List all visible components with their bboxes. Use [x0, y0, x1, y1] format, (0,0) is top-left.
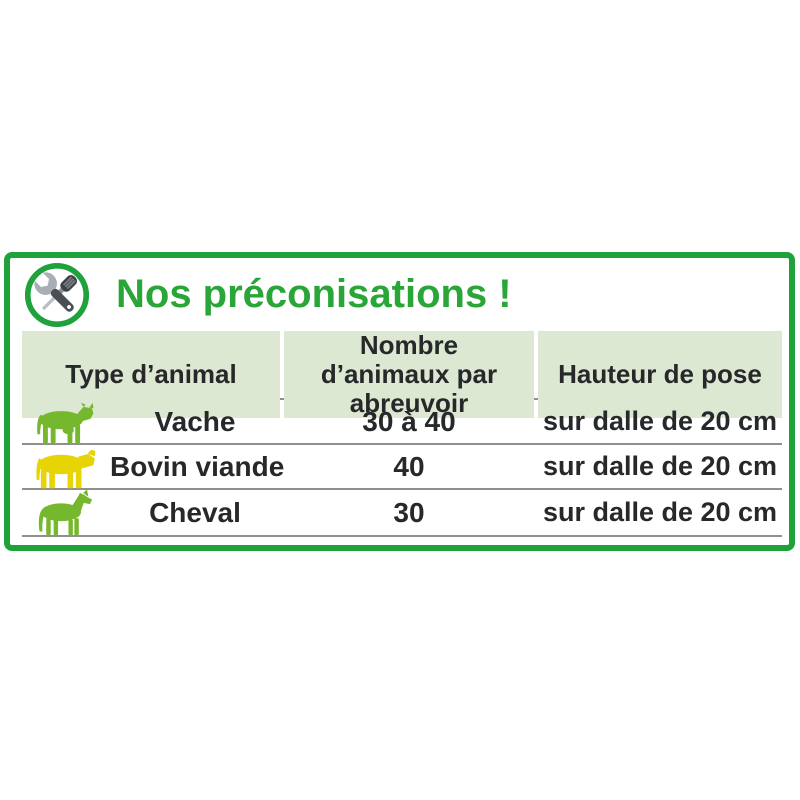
panel-header: Nos préconisations ! [10, 258, 789, 331]
horse-icon [22, 490, 106, 536]
animal-name: Cheval [149, 496, 241, 528]
column-header-count-per-trough: Nombre d’animaux par abreuvoir [284, 330, 534, 419]
column-header-animal-type: Type d’animal [22, 331, 280, 419]
animal-count: 30 à 40 [362, 405, 456, 437]
column-header-install-height: Hauteur de pose [538, 331, 782, 419]
pose-height: sur dalle de 20 cm [542, 406, 778, 436]
animal-name: Vache [154, 405, 236, 437]
table-header-row: Type d’animal Nombre d’animaux par abreu… [22, 330, 782, 419]
tools-icon [24, 262, 90, 327]
table-row-cheval: Cheval 30 sur dalle de 20 cm [22, 490, 782, 537]
animal-count: 30 [393, 496, 425, 528]
bull-icon [22, 445, 106, 489]
table-row-bovin-viande: Bovin viande 40 sur dalle de 20 cm [22, 445, 782, 490]
cow-icon [22, 400, 106, 444]
wrench-icon [34, 271, 74, 312]
animal-name: Bovin viande [110, 450, 285, 482]
recommendations-table: Type d’animal Nombre d’animaux par abreu… [22, 330, 782, 537]
pose-height: sur dalle de 20 cm [542, 497, 778, 527]
pose-height: sur dalle de 20 cm [542, 451, 778, 481]
animal-count: 40 [393, 450, 425, 482]
page-title: Nos préconisations ! [116, 272, 512, 316]
recommendations-panel: Nos préconisations ! Type d’animal Nombr… [4, 252, 795, 551]
table-row-vache: Vache 30 à 40 sur dalle de 20 cm [22, 400, 782, 445]
